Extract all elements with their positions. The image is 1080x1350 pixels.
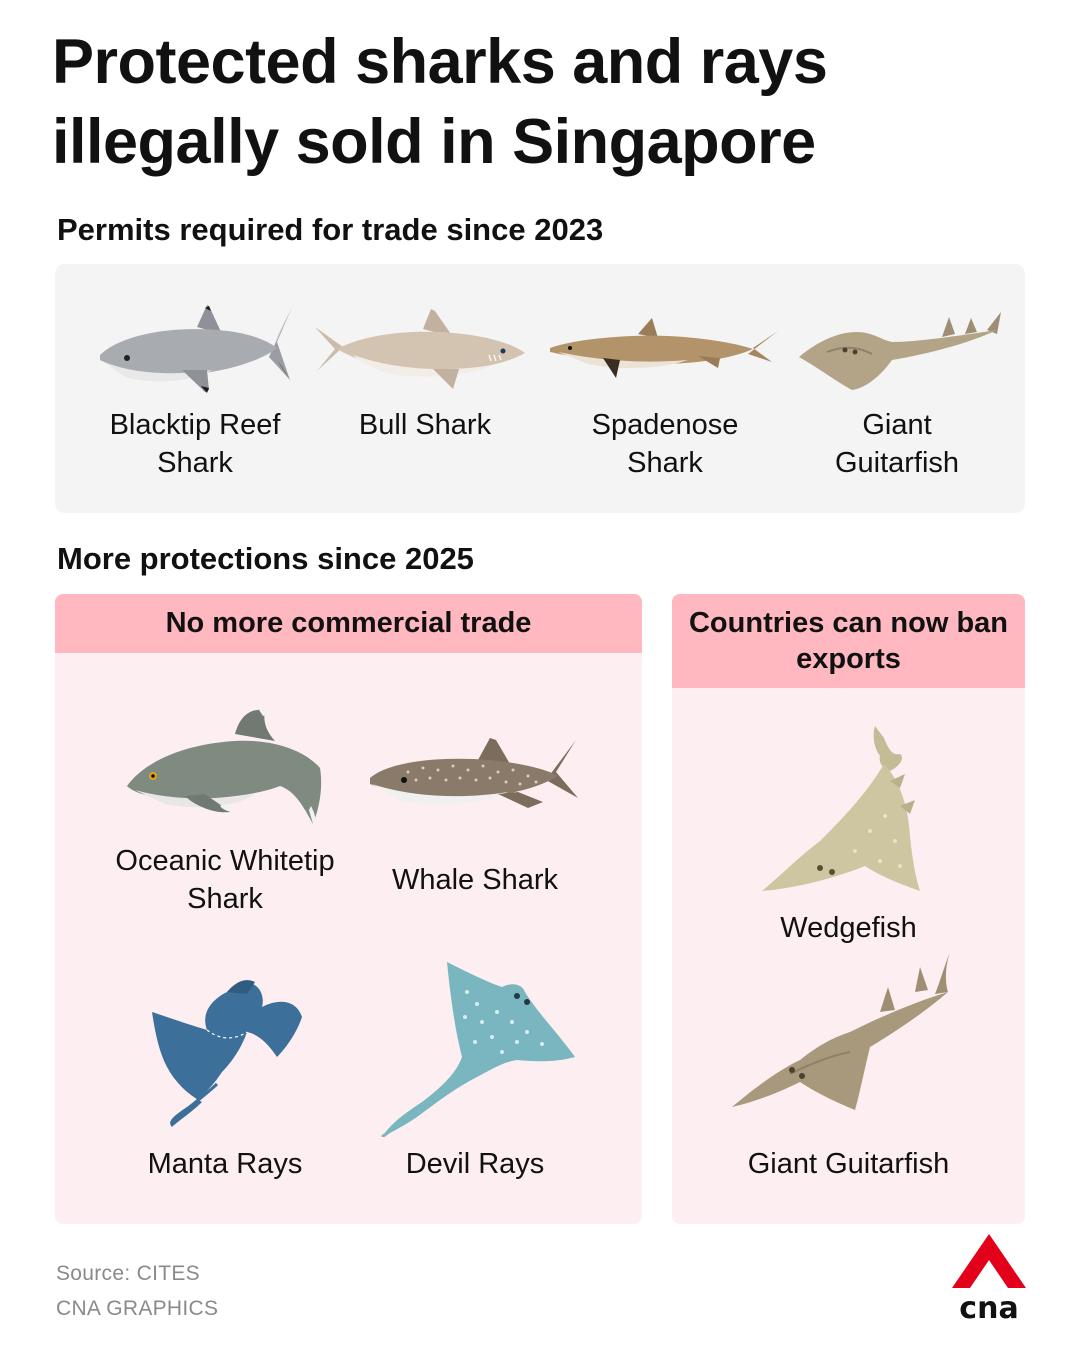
wedgefish-icon [762, 726, 920, 891]
blacktip-reef-shark-icon [100, 305, 292, 393]
permits-panel: Blacktip Reef Shark Bull Shark Spadenose… [55, 264, 1025, 513]
giant-guitarfish-icon [732, 952, 950, 1110]
ban-exports-heading: Countries can now ban exports [672, 594, 1025, 688]
species-label: Whale Shark [391, 864, 558, 896]
cna-logo: cna [952, 1234, 1026, 1324]
devil-ray-icon [381, 962, 575, 1137]
credit-note: CNA GRAPHICS [56, 1297, 219, 1320]
source-note: Source: CITES [56, 1262, 200, 1285]
spadenose-shark-icon [550, 318, 778, 378]
species-label: Giant Guitarfish [834, 409, 960, 479]
species-label: Bull Shark [358, 409, 492, 441]
species-label: Manta Rays [147, 1148, 303, 1180]
species-label: Oceanic Whitetip Shark [115, 845, 335, 915]
giant-guitarfish-icon [799, 312, 1001, 390]
page-title: Protected sharks and rays illegally sold… [52, 27, 828, 177]
permits-heading: Permits required for trade since 2023 [57, 212, 604, 247]
oceanic-whitetip-shark-icon [127, 709, 322, 824]
species-label: Spadenose Shark [591, 409, 739, 479]
no-trade-heading: No more commercial trade [55, 594, 642, 653]
species-label: Devil Rays [405, 1148, 545, 1180]
ban-exports-panel: Countries can now ban exports Wedgefish … [672, 594, 1025, 1224]
protections-heading: More protections since 2025 [57, 541, 474, 576]
bull-shark-icon [315, 309, 525, 389]
species-label: Giant Guitarfish [747, 1148, 950, 1180]
species-label: Wedgefish [780, 912, 917, 944]
manta-ray-icon [152, 980, 302, 1127]
whale-shark-icon [370, 738, 578, 808]
logo-text: cna [959, 1291, 1018, 1324]
species-label: Blacktip Reef Shark [109, 409, 281, 479]
no-trade-panel: No more commercial trade [55, 594, 642, 1224]
